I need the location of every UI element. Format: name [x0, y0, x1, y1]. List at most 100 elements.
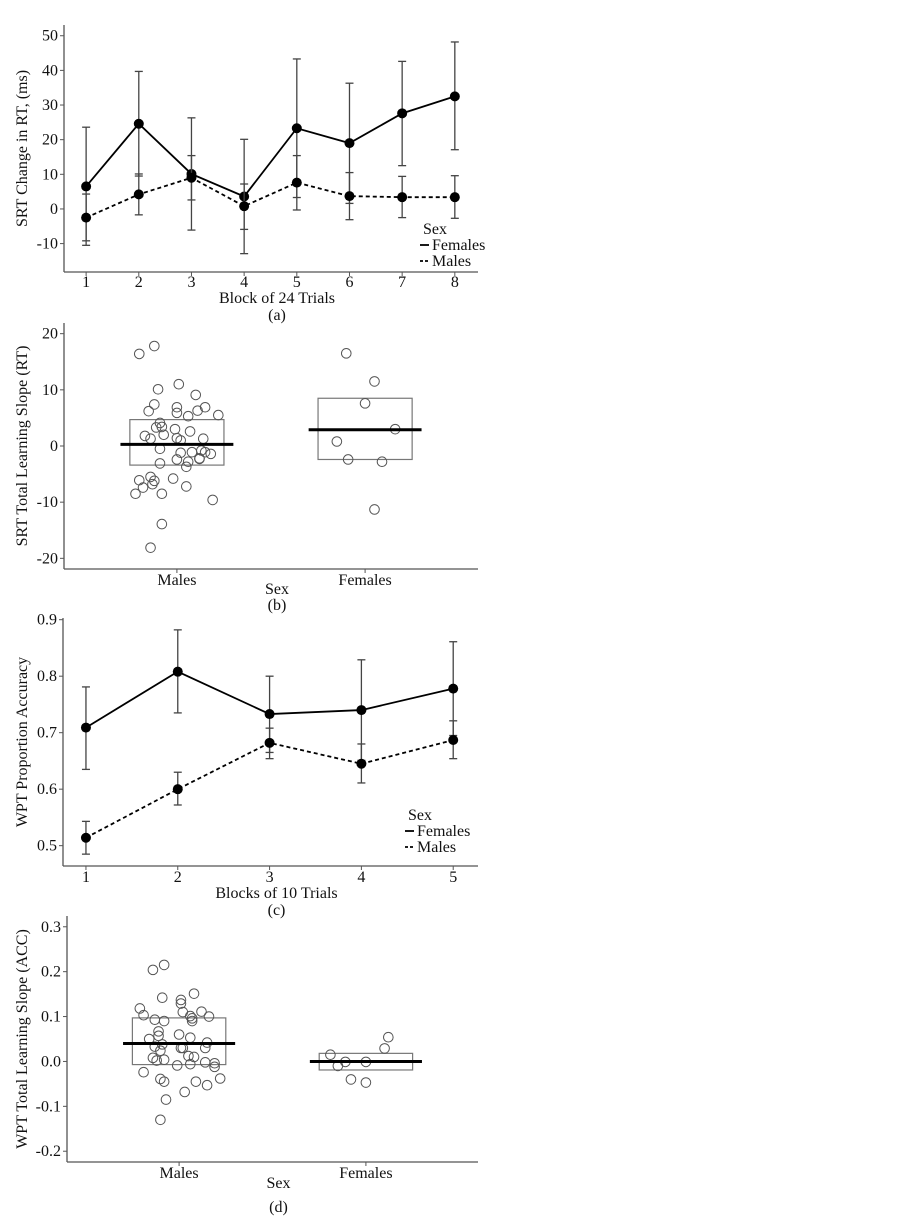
legend-entry: Females: [432, 237, 485, 254]
y-tick-label: 20: [42, 132, 58, 149]
data-point: [344, 191, 355, 202]
y-tick-label: 20: [42, 326, 58, 343]
data-point: [158, 1076, 170, 1087]
y-axis-label: SRT Change in RT, (ms): [14, 70, 31, 227]
data-point: [158, 1054, 170, 1065]
x-axis-label: Block of 24 Trials: [219, 290, 335, 307]
data-point: [147, 478, 158, 490]
data-point: [199, 1057, 211, 1068]
y-tick-label: -20: [37, 550, 58, 567]
data-point: [133, 348, 145, 360]
data-point: [185, 1058, 196, 1070]
x-tick-label: 2: [174, 869, 182, 886]
data-point: [81, 181, 92, 192]
data-point: [379, 1043, 390, 1054]
data-point: [130, 488, 141, 500]
data-point: [342, 454, 354, 465]
data-point: [81, 212, 92, 223]
y-tick-label: 30: [42, 97, 58, 114]
x-axis-label: Sex: [265, 581, 289, 598]
x-tick-label: 2: [135, 274, 143, 291]
x-tick-label: 5: [449, 869, 457, 886]
data-point: [203, 1011, 215, 1022]
x-tick-label: Males: [160, 1165, 199, 1182]
group-males: [120, 340, 234, 553]
data-point: [133, 118, 144, 129]
data-point: [155, 1114, 166, 1126]
data-point: [331, 436, 343, 447]
x-tick-label: 1: [82, 274, 90, 291]
data-point: [182, 456, 194, 468]
data-point: [171, 407, 183, 419]
data-point: [80, 832, 91, 843]
legend-title: Sex: [423, 221, 447, 238]
x-tick-label: 8: [451, 274, 459, 291]
data-point: [177, 1006, 189, 1018]
x-tick-label: Females: [339, 1165, 392, 1182]
data-point: [175, 447, 186, 459]
x-tick-label: 3: [266, 869, 274, 886]
data-point: [291, 123, 302, 134]
data-point: [397, 192, 408, 203]
y-tick-label: 50: [42, 28, 58, 45]
data-point: [167, 473, 179, 484]
x-axis-label: Blocks of 10 Trials: [215, 885, 337, 902]
legend-entry: Females: [417, 823, 470, 840]
data-point: [183, 1050, 194, 1062]
data-point: [156, 488, 168, 500]
data-point: [449, 91, 460, 102]
panel-label: (b): [268, 597, 287, 614]
data-point: [199, 446, 211, 458]
data-point: [171, 1060, 183, 1071]
data-point: [192, 405, 203, 416]
data-point: [359, 398, 371, 409]
panel-label: (a): [268, 307, 286, 324]
y-tick-label: -10: [37, 236, 58, 253]
x-tick-label: 4: [357, 869, 365, 886]
data-point: [369, 504, 380, 515]
data-point: [356, 758, 367, 769]
series-females: [80, 629, 459, 771]
data-point: [345, 1074, 357, 1085]
y-tick-label: 40: [42, 62, 58, 79]
x-tick-label: Males: [157, 572, 196, 589]
data-point: [138, 1066, 149, 1078]
data-point: [325, 1049, 336, 1061]
data-point: [150, 422, 162, 433]
panel-c: 0.5 0.6 0.7 0.8 0.9 WPT Proportion Accuracy Bl…: [14, 612, 478, 919]
range-box: [131, 1017, 227, 1066]
data-point: [145, 542, 156, 553]
series-females: [81, 41, 460, 255]
y-tick-label: 0.6: [37, 781, 57, 798]
y-axis-label: WPT Proportion Accuracy: [14, 657, 31, 827]
data-point: [448, 683, 459, 694]
data-point: [145, 471, 156, 483]
panel-label: (c): [268, 902, 286, 919]
panel-b: -20 -10 0 10 20 SRT Total Learning Slope (RT)…: [14, 323, 478, 614]
y-tick-label: 0.0: [41, 1053, 61, 1070]
series-males: [80, 720, 459, 855]
series-line: [85, 176, 455, 219]
data-point: [133, 189, 144, 200]
y-tick-label: 10: [42, 382, 58, 399]
data-point: [149, 1041, 161, 1052]
legend-entry: Males: [417, 839, 456, 856]
data-point: [173, 378, 185, 390]
data-point: [186, 172, 197, 183]
data-point: [344, 138, 355, 149]
y-tick-label: 10: [42, 166, 58, 183]
x-tick-label: Females: [338, 572, 391, 589]
data-point: [175, 998, 187, 1009]
x-tick-label: 7: [398, 274, 406, 291]
y-tick-label: 0.8: [37, 668, 57, 685]
data-point: [172, 784, 183, 795]
data-point: [185, 1010, 196, 1022]
data-point: [133, 474, 145, 486]
data-point: [448, 735, 459, 746]
data-point: [151, 1055, 162, 1066]
x-tick-label: 3: [187, 274, 195, 291]
y-tick-label: -0.1: [36, 1098, 61, 1115]
y-tick-label: 0.1: [41, 1009, 61, 1026]
